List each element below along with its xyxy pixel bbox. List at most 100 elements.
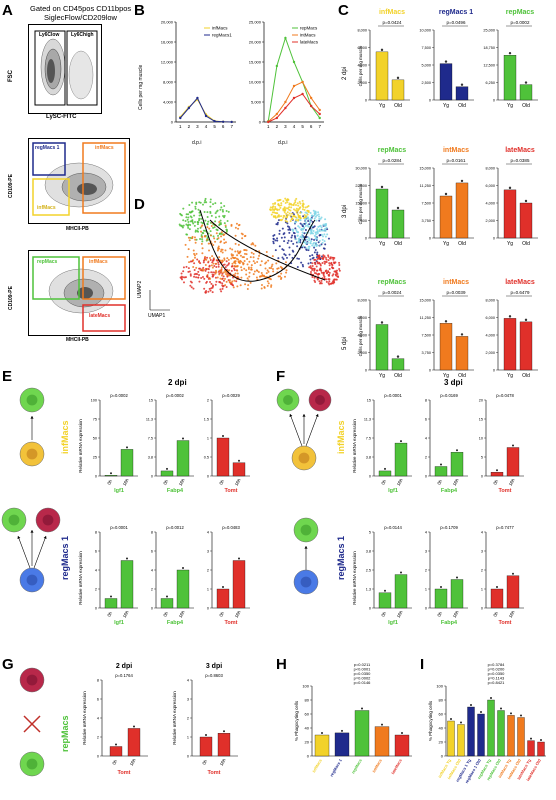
gene-y-tick-label: 1 — [207, 437, 209, 441]
phago-ylabel: % Phagocyting cells — [294, 700, 299, 741]
umap-point — [282, 249, 285, 252]
gene-y-tick-label: 0 — [481, 607, 483, 611]
umap-point — [196, 230, 199, 233]
umap-point — [218, 221, 221, 224]
gene-dot — [456, 576, 458, 579]
umap-point — [228, 280, 231, 283]
umap-point — [330, 261, 333, 264]
umap-point — [291, 212, 294, 215]
phago-y-tick-label: 80 — [439, 698, 444, 703]
umap-point — [211, 291, 214, 294]
umap-point — [269, 206, 272, 209]
umap-point — [267, 270, 270, 273]
gene-y-tick-label: 4 — [207, 531, 209, 535]
umap-point — [194, 230, 197, 233]
gene-y-tick-label: 0 — [425, 475, 427, 479]
arrow-head — [30, 416, 34, 419]
umap-point — [223, 214, 226, 217]
umap-point — [195, 201, 198, 204]
phago-x-label: repMacs — [350, 757, 363, 774]
gene-dot — [400, 440, 402, 443]
c-bar — [375, 51, 389, 101]
umap-point — [219, 219, 222, 222]
umap-point — [182, 270, 185, 273]
umap-point — [197, 208, 200, 211]
umap-point — [280, 215, 283, 218]
umap-point — [209, 201, 212, 204]
umap-point — [304, 220, 307, 223]
phago-dot — [540, 739, 542, 741]
umap-point — [273, 202, 276, 205]
umap-point — [195, 276, 198, 279]
gene-y-tick-label: 6 — [95, 550, 97, 554]
umap-point — [209, 289, 212, 292]
umap-point — [255, 276, 258, 279]
umap-point — [181, 225, 184, 228]
umap-point — [268, 267, 271, 270]
umap-point — [247, 266, 250, 269]
phago-dot — [361, 707, 363, 710]
gene-y-tick-label: 6 — [151, 550, 153, 554]
umap-point — [180, 272, 183, 275]
gene-name: Igf1 — [114, 620, 124, 626]
gene-bar — [176, 440, 190, 477]
phago-y-tick-label: 40 — [439, 726, 444, 731]
umap-point — [249, 256, 252, 259]
umap-point — [247, 284, 250, 287]
umap-point — [209, 205, 212, 208]
umap-point — [207, 242, 210, 245]
umap-point — [246, 277, 249, 280]
umap-point — [214, 212, 217, 215]
gene-y-tick-label: 1.5 — [204, 418, 209, 422]
umap-point — [332, 267, 335, 270]
gene-name: Tomt — [498, 488, 511, 494]
c-pval: p=0.0496 — [447, 20, 466, 25]
umap-point — [289, 229, 292, 232]
arrow-head — [30, 530, 34, 533]
umap-point — [295, 211, 298, 214]
umap-point — [221, 285, 224, 288]
umap-point — [193, 273, 196, 276]
umap-point — [309, 266, 312, 269]
y-tick-label: 16,000 — [161, 40, 174, 45]
gene-name: Tomt — [224, 620, 237, 626]
umap-point — [300, 236, 303, 239]
umap-point — [230, 253, 233, 256]
umap-point — [223, 205, 226, 208]
umap-point — [318, 219, 321, 222]
gene-dot — [182, 437, 184, 440]
series-line-intMacs — [267, 81, 321, 122]
phago-dot — [480, 711, 482, 713]
x-tick-label: 5 — [213, 124, 216, 129]
umap-point — [324, 269, 327, 272]
umap-point — [198, 201, 201, 204]
phago-bar — [314, 734, 330, 757]
c-y-tick-label: 0 — [493, 369, 495, 373]
umap-point — [186, 218, 189, 221]
chart-b-left: 0 4,000 8,000 12,000 16,000 20,000 1 2 3 4 5 6 7 infM… — [161, 20, 236, 129]
umap-point — [310, 228, 313, 231]
phago-pval: p=0.0350 — [488, 671, 506, 676]
umap-point — [211, 275, 214, 278]
umap-point — [207, 271, 210, 274]
umap-point — [312, 242, 315, 245]
umap-point — [324, 256, 327, 259]
umap-point — [258, 254, 261, 257]
x-tick-label: 2 — [276, 124, 279, 129]
umap-point — [278, 232, 281, 235]
x-tick-label: 4 — [205, 124, 208, 129]
umap-point — [210, 214, 213, 217]
phago-y-tick-label: 20 — [305, 740, 310, 745]
umap-point — [321, 262, 324, 265]
x-tick-label: 1 — [267, 124, 270, 129]
phago-y-tick-label: 100 — [302, 684, 309, 689]
umap-point — [185, 265, 188, 268]
phago-pval: p=0.8421 — [488, 680, 506, 685]
x-tick-label: 6 — [310, 124, 313, 129]
umap-point — [220, 274, 223, 277]
gene-dot — [126, 557, 128, 560]
series-point-lateMacs — [284, 106, 287, 110]
umap-point — [320, 279, 323, 282]
panel-a-letter: A — [2, 2, 13, 19]
umap-point — [301, 238, 304, 241]
